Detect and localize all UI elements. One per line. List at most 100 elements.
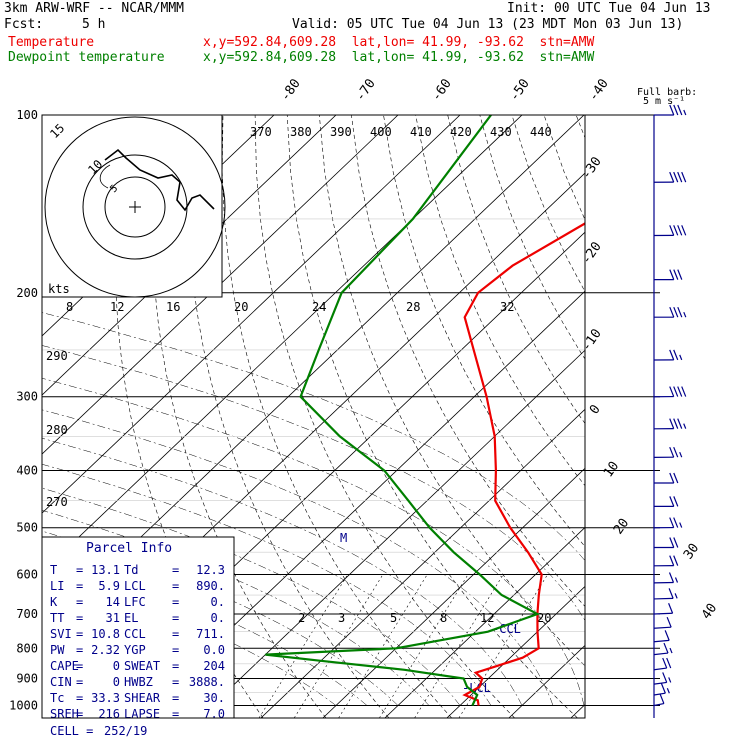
parcel-value: 0. — [211, 595, 225, 609]
theta-e-tick-label: 410 — [410, 125, 432, 139]
parcel-key: SVI — [50, 627, 72, 641]
wind-barb-feather — [669, 517, 675, 528]
forecast-label: Fcst: — [4, 17, 44, 32]
wind-barb-feather — [673, 306, 679, 318]
parcel-key: LI — [50, 579, 64, 593]
parcel-eq: = — [76, 611, 83, 625]
parcel-eq: = — [172, 691, 179, 705]
wind-speed-tick: 24 — [312, 300, 326, 314]
wind-speed-tick: 32 — [500, 300, 514, 314]
isotherm-line — [42, 115, 337, 396]
dry-adiabat — [415, 115, 585, 487]
parcel-eq: = — [76, 643, 83, 657]
model-title: 3km ARW-WRF -- NCAR/MMM — [4, 1, 185, 16]
parcel-value: 30. — [203, 691, 225, 705]
wind-barb-feather — [666, 657, 672, 669]
isotherm-line — [633, 115, 740, 718]
dry-adiabat — [319, 115, 585, 667]
isotherm-line — [695, 115, 740, 718]
wind-barb-feather — [681, 171, 687, 183]
parcel-info-box: Parcel Info T = 13.1 Td = 12.3 LI = 5.9 LCL = 890. K =… — [41, 536, 235, 738]
profiles — [265, 115, 585, 706]
wind-barb-feather — [673, 446, 679, 458]
parcel-value: 890. — [196, 579, 225, 593]
parcel-eq: = — [172, 611, 179, 625]
wind-barb-staff — [653, 667, 667, 671]
dry-adiabat — [479, 115, 585, 360]
parcel-value: 13.1 — [91, 563, 120, 577]
parcel-box — [41, 536, 235, 719]
mixing-ratio-line — [293, 574, 384, 718]
wind-barb-staff — [653, 626, 672, 629]
theta-e-tick-label: 390 — [330, 125, 352, 139]
wind-barb-half-feather — [674, 577, 679, 583]
mixing-ratio-line — [338, 574, 428, 718]
theta-e-tick-label: 400 — [370, 125, 392, 139]
parcel-eq: = — [76, 691, 83, 705]
parcel-key: EL — [124, 611, 138, 625]
temp-tick-upper: -50 — [507, 76, 533, 104]
parcel-eq: = — [76, 595, 83, 609]
temp-tick-upper: -80 — [278, 76, 304, 104]
theta-e-tick-label: 420 — [450, 125, 472, 139]
parcel-key: Tc — [50, 691, 64, 705]
dry-adiabat — [383, 115, 585, 547]
temp-tick-right: -20 — [579, 239, 605, 267]
mixing-ratio-tick: 5 — [390, 611, 397, 625]
wind-barb-feather — [673, 349, 679, 361]
wind-barb-feather — [669, 349, 675, 361]
theta-e-tick-label: 440 — [530, 125, 552, 139]
wind-speed-tick: 20 — [234, 300, 248, 314]
wind-barb-feather — [677, 306, 683, 318]
wind-barb-feather — [669, 555, 675, 566]
parcel-eq: = — [76, 563, 83, 577]
theta-e-tick-label: 370 — [250, 125, 272, 139]
parcel-eq: = — [172, 659, 179, 673]
dry-adiabat — [672, 115, 740, 718]
wind-barb-feather — [668, 603, 674, 614]
parcel-key: CAPE — [50, 659, 79, 673]
parcel-value: 7.0 — [203, 707, 225, 721]
temp-tick-right: 30 — [681, 541, 702, 562]
parcel-eq: = — [76, 659, 83, 673]
pressure-tick-label: 900 — [16, 671, 38, 685]
wind-barb-staff — [653, 612, 673, 615]
wind-barb-staff — [653, 702, 665, 707]
parcel-key: CIN — [50, 675, 72, 689]
pressure-tick-label: 600 — [16, 567, 38, 581]
wind-barb-feather — [673, 537, 679, 548]
parcel-key: Td — [124, 563, 138, 577]
temp-tick-upper: -60 — [429, 76, 455, 104]
moist-adiabat — [42, 312, 585, 561]
wind-barb-feather — [677, 269, 683, 280]
parcel-value: 12.3 — [196, 563, 225, 577]
legend-dewpoint-coords: x,y=592.84,609.28 lat,lon= 41.99, -93.62… — [203, 50, 595, 65]
temp-tick-right: 40 — [699, 601, 720, 622]
mixing-ratio-line — [258, 574, 348, 718]
wind-barb-staff — [653, 652, 669, 656]
hodograph-trace — [104, 148, 215, 212]
wind-barb-feather — [669, 225, 675, 236]
wind-barb-feather — [660, 682, 666, 694]
wind-barb-feather — [673, 472, 679, 484]
parcel-value: 31 — [106, 611, 120, 625]
parcel-value: 0. — [211, 611, 225, 625]
dry-adiabat — [351, 115, 585, 607]
mixing-ratio-line — [458, 574, 548, 718]
mixing-ratio-line — [379, 574, 469, 718]
parcel-key: HWBZ — [124, 675, 153, 689]
wind-barb-half-feather — [669, 647, 673, 654]
wind-barb-half-feather — [679, 522, 683, 528]
parcel-eq: = — [172, 579, 179, 593]
wind-barb-feather — [681, 225, 687, 236]
wind-barb-feather — [668, 572, 675, 583]
parcel-value: 3888. — [189, 675, 225, 689]
parcel-key: SWEAT — [124, 659, 160, 673]
wind-speed-tick: 8 — [66, 300, 73, 314]
dewpoint-line — [265, 115, 541, 706]
barb-legend-title: Full barb: — [637, 87, 697, 98]
mixing-ratio-tick: 3 — [338, 611, 345, 625]
parcel-title: Parcel Info — [86, 541, 172, 556]
temp-tick-right: 0 — [587, 402, 604, 417]
pressure-tick-label: 100 — [16, 108, 38, 122]
